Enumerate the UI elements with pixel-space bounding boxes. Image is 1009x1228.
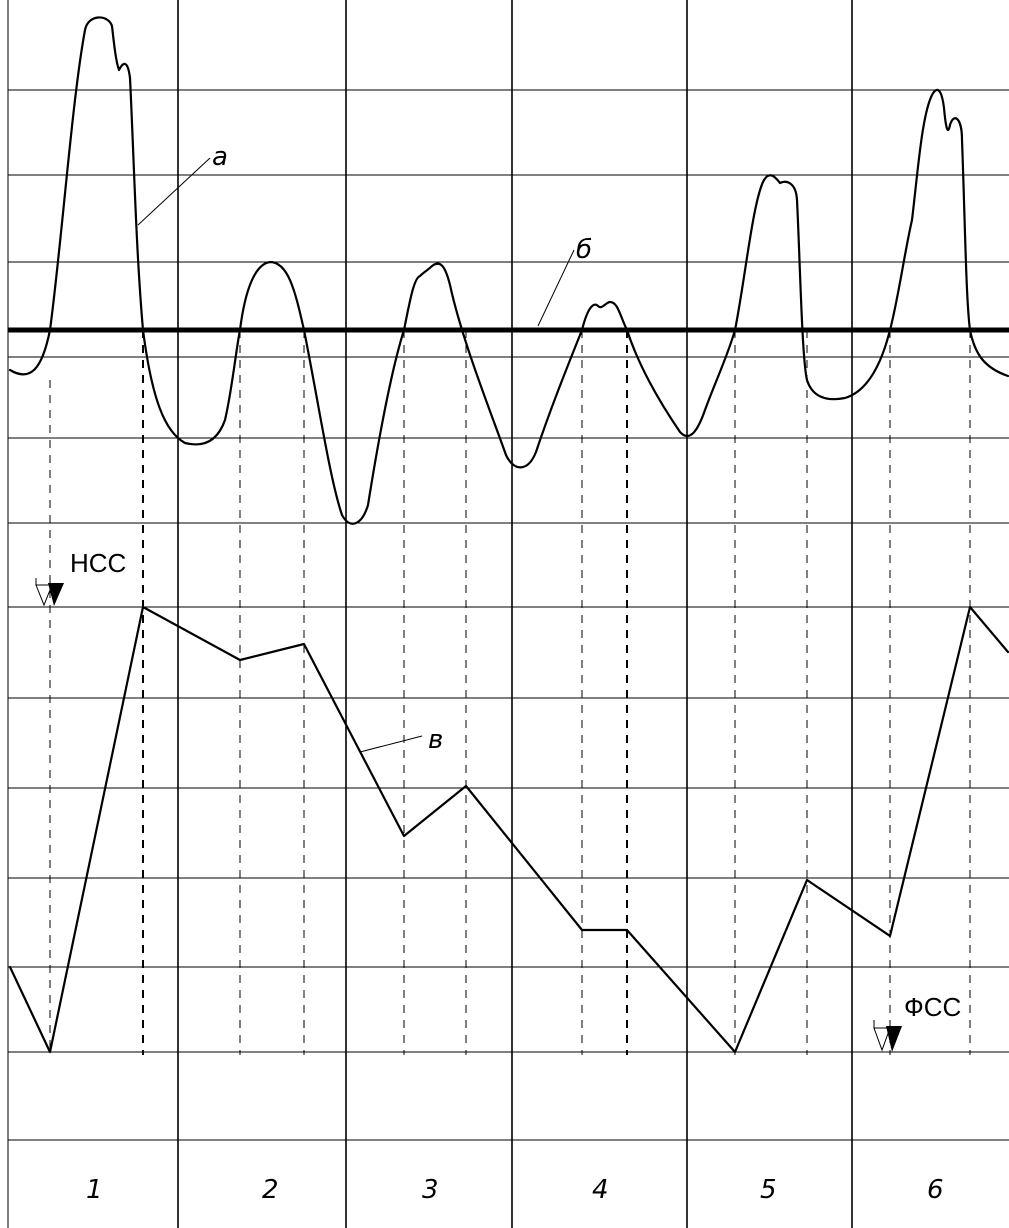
label-b: б	[576, 235, 592, 265]
step-label-2: 2	[262, 1175, 279, 1205]
end-marker-label: ФСС	[904, 992, 961, 1022]
step-label-4: 4	[592, 1175, 609, 1205]
end-marker-triangle-fill	[886, 1026, 902, 1052]
start-marker-triangle-fill	[48, 583, 64, 606]
step-label-6: 6	[927, 1175, 944, 1205]
start-marker-label: НСС	[70, 548, 126, 578]
grid-horizontal-lines	[8, 89, 1009, 1141]
start-marker-triangle-outline	[35, 584, 53, 607]
waveform-a	[8, 16, 1009, 525]
end-marker: ФСС	[873, 992, 961, 1052]
label-v: в	[428, 725, 443, 755]
leader-b	[537, 249, 575, 327]
projection-lines	[49, 330, 971, 1055]
waveform-v	[8, 605, 1009, 1054]
grid	[7, 0, 1009, 1228]
leader-v	[359, 735, 423, 753]
start-marker: НСС	[35, 548, 126, 607]
step-label-5: 5	[760, 1175, 777, 1205]
grid-vertical-lines	[7, 0, 853, 1228]
label-a: а	[212, 142, 228, 172]
step-label-3: 3	[422, 1175, 439, 1205]
leader-a	[137, 157, 211, 226]
step-labels: 1 2 3 4 5 6	[86, 1175, 944, 1205]
end-marker-triangle-outline	[873, 1027, 891, 1052]
step-label-1: 1	[86, 1175, 103, 1205]
